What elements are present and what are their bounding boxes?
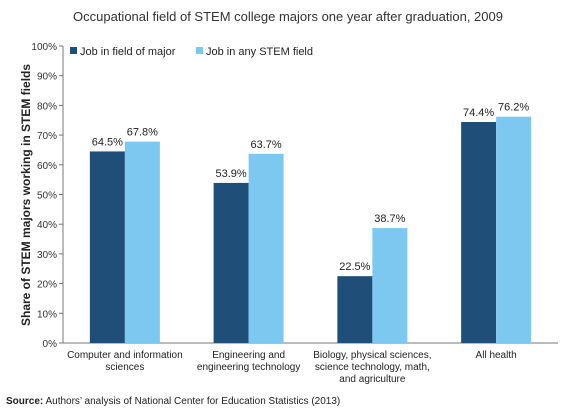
data-label: 76.2% [498, 102, 529, 114]
legend-swatch [196, 47, 203, 54]
category-label: engineering technology [197, 362, 300, 373]
data-label: 38.7% [374, 213, 405, 225]
y-tick-label: 50% [37, 191, 57, 202]
bar-chart: Occupational field of STEM college major… [19, 9, 558, 385]
data-label: 67.8% [127, 127, 158, 139]
category-label: All health [476, 350, 517, 361]
bar [213, 182, 249, 343]
y-axis-label: Share of STEM majors working in STEM fie… [19, 64, 33, 326]
category-label: Engineering and [212, 350, 285, 361]
category-label: sciences [105, 362, 144, 373]
y-axis: 0% 10% 20% 30% 40% 50% 60% 70% 80% 90% 100% [31, 42, 63, 350]
bar [461, 122, 497, 343]
data-label: 63.7% [251, 139, 282, 151]
bar [337, 276, 373, 343]
category-label: Computer and information [67, 350, 183, 361]
data-label: 22.5% [339, 261, 370, 273]
data-label: 53.9% [216, 168, 247, 180]
y-tick-label: 30% [37, 250, 57, 261]
data-label: 64.5% [92, 136, 123, 148]
data-labels: 64.5% 67.8% 53.9% 63.7% 22.5% 38.7% 74.4% 76.2% [92, 102, 530, 273]
bar [124, 141, 160, 343]
bar [496, 116, 532, 343]
source-label: Source: [6, 396, 44, 407]
y-tick-label: 70% [37, 131, 57, 142]
source-text: Authors’ analysis of National Center for… [43, 396, 341, 407]
y-tick-label: 10% [37, 309, 57, 320]
category-label: Biology, physical sciences, [313, 350, 431, 361]
y-tick-label: 80% [37, 101, 57, 112]
bar [89, 151, 125, 343]
bar [372, 228, 408, 343]
bar [248, 153, 284, 343]
y-tick-label: 0% [43, 339, 58, 350]
y-tick-label: 40% [37, 220, 57, 231]
y-tick-label: 100% [31, 42, 57, 53]
category-label: and agriculture [339, 374, 406, 385]
legend-label: Job in field of major [80, 46, 176, 58]
y-tick-label: 20% [37, 280, 57, 291]
legend: Job in field of major Job in any STEM fie… [70, 46, 313, 58]
y-tick-label: 60% [37, 161, 57, 172]
legend-label: Job in any STEM field [206, 46, 313, 58]
bars [89, 116, 532, 343]
data-label: 74.4% [463, 107, 494, 119]
category-label: science technology, math, [315, 362, 430, 373]
chart-title: Occupational field of STEM college major… [73, 9, 503, 24]
y-tick-label: 90% [37, 72, 57, 83]
source-note: Source: Authors’ analysis of National Ce… [6, 396, 340, 407]
legend-swatch [70, 47, 77, 54]
